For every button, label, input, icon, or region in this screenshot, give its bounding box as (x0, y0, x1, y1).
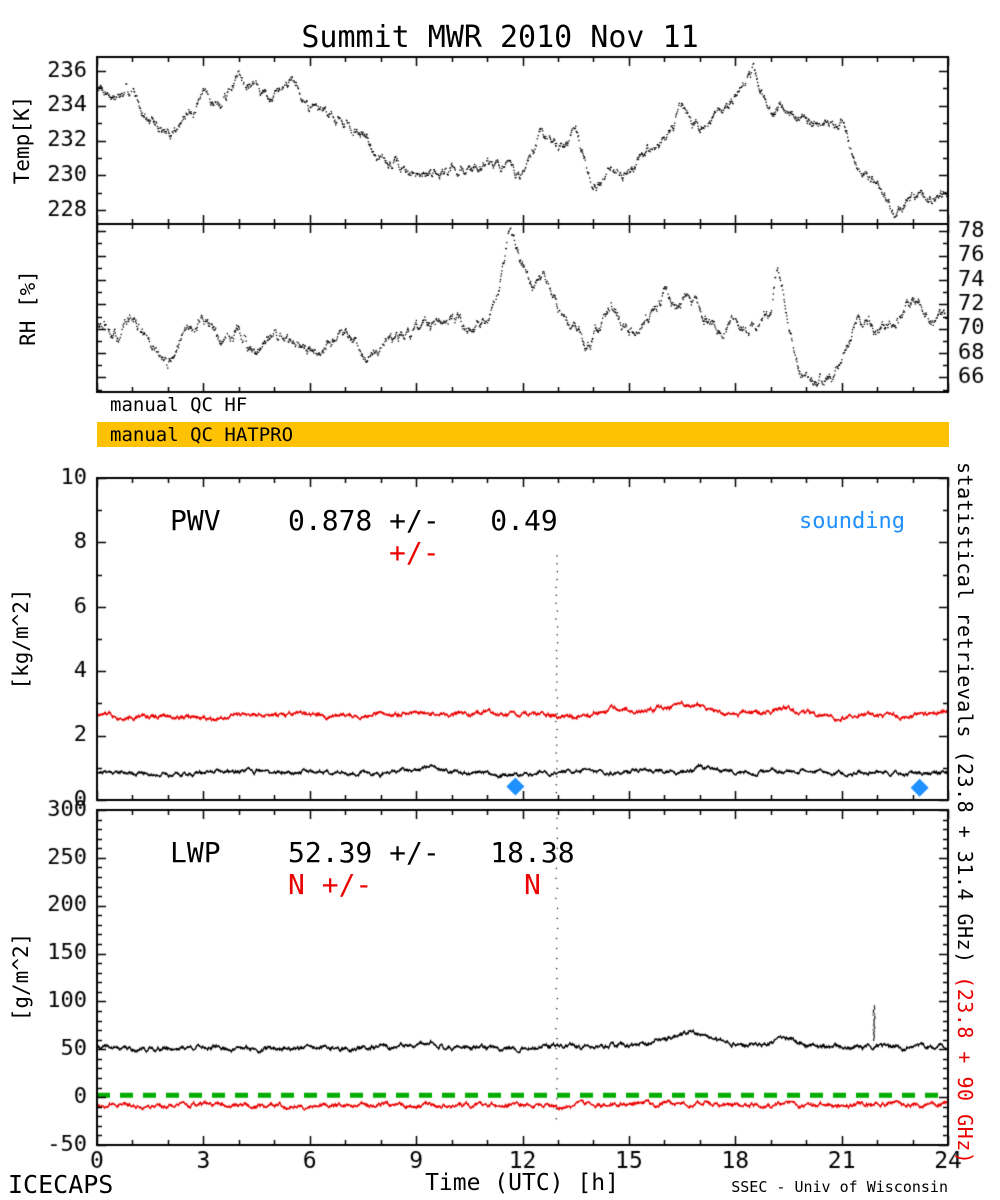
project-label: ICECAPS (8, 1170, 114, 1199)
right-axis-label-red: (23.8 + 90 GHz) (953, 963, 977, 1165)
temp-y-axis-label: Temp[K] (10, 95, 34, 185)
qc-hf-label: manual QC HF (110, 394, 248, 416)
lwp-error-text: N +/- N (288, 868, 541, 901)
lwp-stats-text: LWP 52.39 +/- 18.38 (170, 836, 575, 869)
pwv-y-axis-label: [kg/m^2] (9, 588, 33, 690)
lwp-y-axis-label: [g/m^2] (9, 932, 33, 1022)
qc-hatpro-label: manual QC HATPRO (110, 423, 294, 446)
chart-title: Summit MWR 2010 Nov 11 (301, 20, 699, 55)
rh-y-axis-label: RH [%] (16, 270, 40, 346)
pwv-error-text: +/- (389, 536, 440, 569)
sounding-legend-label: sounding (799, 509, 905, 534)
x-axis-label: Time (UTC) [h] (425, 1170, 619, 1196)
qc-hatpro-bar: manual QC HATPRO (97, 422, 949, 447)
pwv-stats-text: PWV 0.878 +/- 0.49 (170, 504, 558, 537)
credit-label: SSEC - Univ of Wisconsin (731, 1178, 948, 1196)
right-axis-label-black: statistical retrievals (23.8 + 31.4 GHz) (953, 462, 977, 964)
right-axis-label: statistical retrievals (23.8 + 31.4 GHz)… (953, 462, 977, 1164)
